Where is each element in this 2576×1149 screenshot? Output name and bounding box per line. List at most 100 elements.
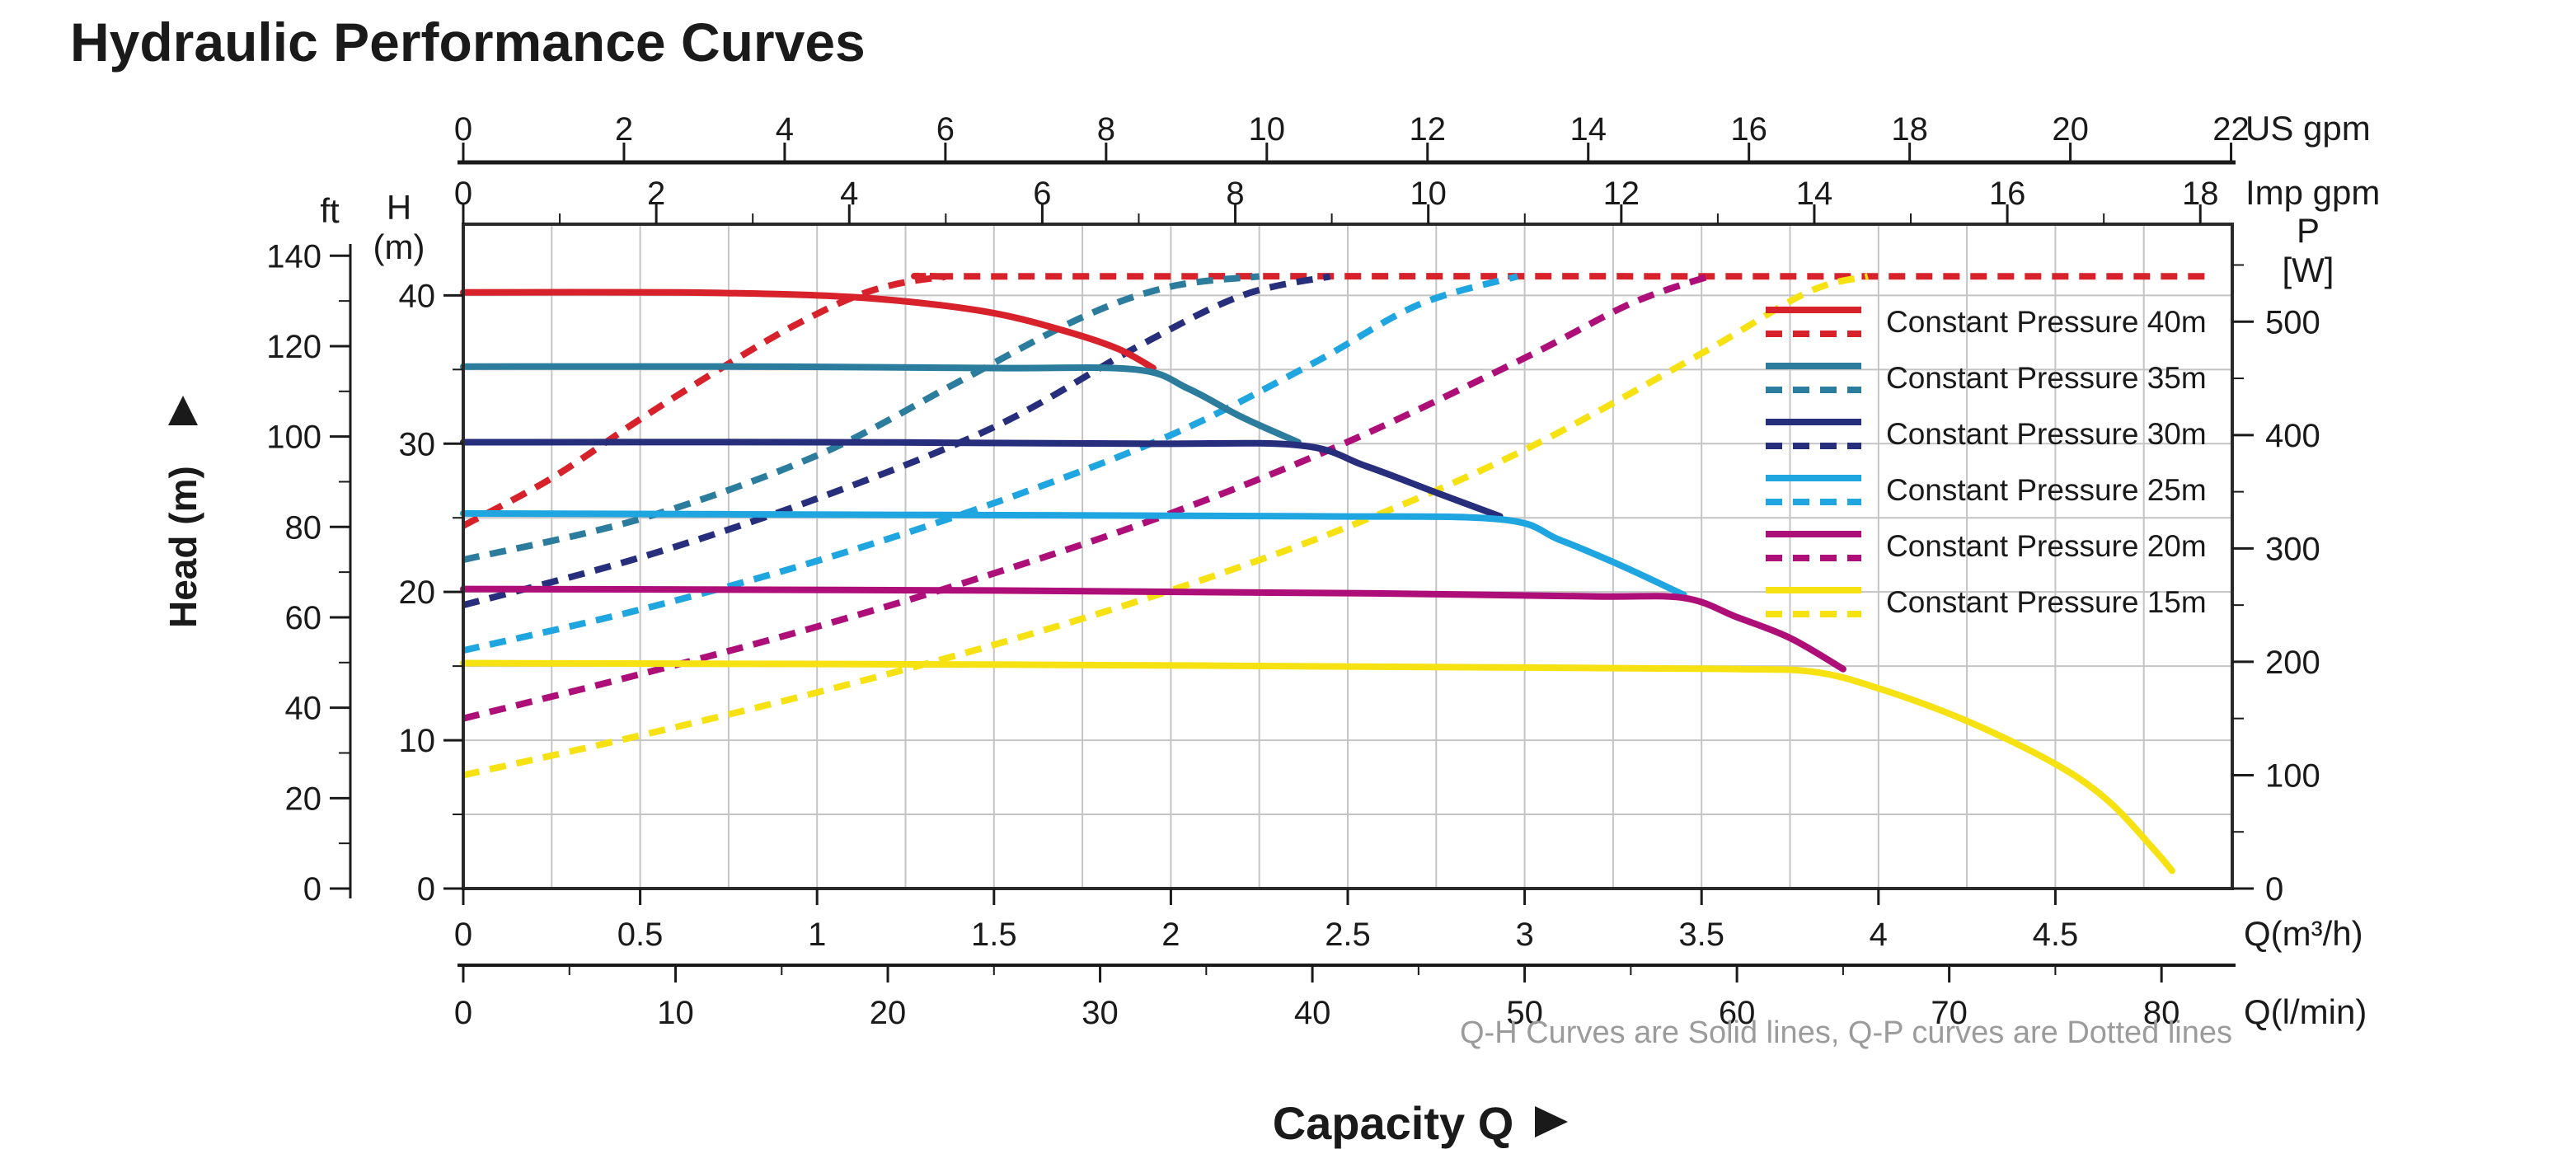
capacity-axis-title-group: Capacity Q	[1273, 1097, 1568, 1149]
us-gpm-tick-label: 22	[2212, 111, 2250, 148]
ft-tick-label: 80	[285, 509, 322, 546]
m3h-tick-label: 2.5	[1325, 917, 1371, 953]
legend-label: Constant Pressure 30m	[1886, 417, 2207, 451]
power-tick-label: 100	[2265, 757, 2320, 794]
us-gpm-tick-label: 4	[776, 111, 794, 148]
lmin-tick-label: 40	[1294, 995, 1331, 1031]
m3h-tick-label: 1	[808, 917, 826, 953]
us-gpm-tick-label: 2	[615, 111, 633, 148]
imp-gpm-tick-label: 0	[454, 176, 472, 212]
capacity-axis-title: Capacity Q	[1273, 1097, 1514, 1149]
m3h-tick-label: 4	[1870, 917, 1888, 953]
us-gpm-tick-label: 14	[1570, 111, 1607, 148]
power-tick-label: 200	[2265, 645, 2320, 681]
imp-gpm-unit-label: Imp gpm	[2245, 173, 2380, 212]
us-gpm-unit-label: US gpm	[2245, 109, 2371, 148]
qh-curve-20m	[460, 585, 1846, 673]
power-axis-header: P	[2297, 211, 2320, 250]
legend-item: Constant Pressure 40m	[1766, 305, 2207, 339]
curves	[460, 272, 2208, 875]
ft-tick-label: 100	[266, 420, 321, 456]
ft-tick-label: 60	[285, 600, 322, 636]
power-tick-label: 500	[2265, 304, 2320, 340]
lmin-tick-label: 80	[2143, 995, 2180, 1031]
power-tick-label: 400	[2265, 418, 2320, 454]
qh-curve-35m	[460, 363, 1302, 446]
ft-tick-label: 0	[303, 871, 321, 907]
legend-item: Constant Pressure 35m	[1766, 361, 2207, 395]
head-m-tick-label: 30	[399, 426, 436, 462]
imp-gpm-tick-label: 4	[840, 176, 858, 212]
chart-title: Hydraulic Performance Curves	[70, 12, 866, 73]
legend-label: Constant Pressure 15m	[1886, 585, 2207, 619]
head-m-tick-label: 20	[399, 574, 436, 611]
imp-gpm-tick-label: 2	[647, 176, 665, 212]
lmin-tick-label: 50	[1506, 995, 1543, 1031]
lmin-tick-label: 30	[1082, 995, 1119, 1031]
us-gpm-tick-label: 8	[1097, 111, 1115, 148]
imp-gpm-tick-label: 14	[1796, 176, 1833, 212]
lmin-tick-label: 60	[1719, 995, 1756, 1031]
imp-gpm-tick-label: 10	[1410, 176, 1447, 212]
head-m-tick-label: 10	[399, 723, 436, 759]
curves-note: Q-H Curves are Solid lines, Q-P curves a…	[1460, 1015, 2232, 1050]
legend-label: Constant Pressure 20m	[1886, 529, 2207, 563]
legend-item: Constant Pressure 25m	[1766, 473, 2207, 507]
ft-axis-header: ft	[320, 191, 340, 230]
ft-tick-label: 120	[266, 329, 321, 365]
head-axis-title-group: Head (m)	[162, 396, 204, 628]
legend-item: Constant Pressure 15m	[1766, 585, 2207, 619]
legend-label: Constant Pressure 25m	[1886, 473, 2207, 507]
head-axis-up-arrow-icon	[168, 396, 198, 425]
qp-curve-35m	[462, 273, 1260, 564]
lmin-tick-label: 10	[657, 995, 694, 1031]
qh-curve-40m	[460, 288, 1157, 372]
head-axis-header: H	[387, 188, 411, 227]
lmin-tick-label: 20	[870, 995, 907, 1031]
power-tick-label: 0	[2265, 871, 2283, 907]
ft-tick-label: 20	[285, 781, 322, 817]
ft-tick-label: 140	[266, 238, 321, 274]
lmin-tick-label: 0	[454, 995, 472, 1031]
us-gpm-tick-label: 16	[1730, 111, 1767, 148]
m3h-tick-label: 3.5	[1678, 917, 1724, 953]
m3h-tick-label: 1.5	[971, 917, 1017, 953]
legend-item: Constant Pressure 20m	[1766, 529, 2207, 563]
power-axis-unit: [W]	[2283, 251, 2334, 289]
head-axis-unit: (m)	[373, 227, 425, 266]
legend-label: Constant Pressure 40m	[1886, 305, 2207, 339]
qp-curve-15m	[462, 273, 1869, 779]
us-gpm-tick-label: 12	[1410, 111, 1447, 148]
m3h-tick-label: 2	[1161, 917, 1180, 953]
qp-curve-25m	[462, 273, 1519, 654]
qp-curve-20m	[462, 273, 1710, 722]
imp-gpm-tick-label: 16	[1989, 176, 2026, 212]
imp-gpm-tick-label: 12	[1603, 176, 1640, 212]
lmin-tick-label: 70	[1931, 995, 1968, 1031]
m3h-unit-label: Q(m³/h)	[2244, 914, 2363, 953]
us-gpm-tick-label: 6	[936, 111, 955, 148]
m3h-tick-label: 4.5	[2033, 917, 2079, 953]
m3h-tick-label: 0.5	[617, 917, 664, 953]
imp-gpm-tick-label: 6	[1033, 176, 1051, 212]
head-m-tick-label: 0	[417, 871, 435, 907]
imp-gpm-tick-label: 18	[2182, 176, 2219, 212]
us-gpm-tick-label: 18	[1891, 111, 1928, 148]
qh-curve-25m	[460, 509, 1687, 598]
legend-label: Constant Pressure 35m	[1886, 361, 2207, 395]
head-axis-title: Head (m)	[162, 466, 204, 628]
ft-tick-label: 40	[285, 691, 322, 727]
m3h-tick-label: 0	[454, 917, 472, 953]
legend: Constant Pressure 40m Constant Pressure 3…	[1766, 305, 2207, 619]
us-gpm-tick-label: 0	[454, 111, 472, 148]
axes: 0 2 4 6 8 10 12 14 16 18 20 220 2 4 6 8 10 12 14 16 18020406…	[266, 111, 2320, 1031]
imp-gpm-tick-label: 8	[1226, 176, 1244, 212]
lmin-unit-label: Q(l/min)	[2244, 992, 2367, 1031]
qp-curve-40m	[462, 272, 2208, 529]
head-m-tick-label: 40	[399, 278, 436, 314]
us-gpm-tick-label: 10	[1249, 111, 1286, 148]
us-gpm-tick-label: 20	[2052, 111, 2089, 148]
legend-item: Constant Pressure 30m	[1766, 417, 2207, 451]
